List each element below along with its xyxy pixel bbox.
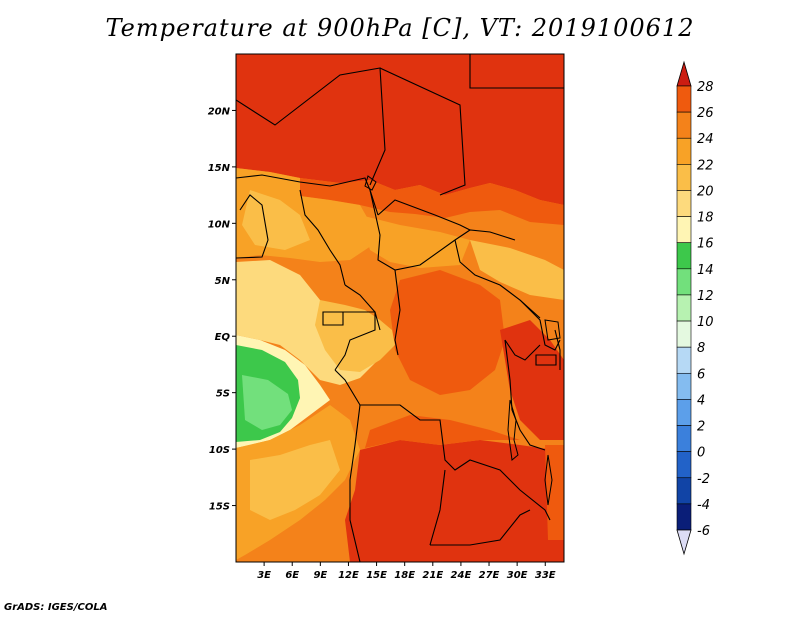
lon-tick-label: 9E <box>313 570 327 581</box>
colorbar-segment <box>676 294 692 322</box>
lat-tick-label: 10N <box>208 219 231 230</box>
colorbar-bottom-triangle <box>676 529 692 556</box>
colorbar-segment <box>676 451 692 479</box>
colorbar-label: 20 <box>697 184 714 199</box>
colorbar-segment <box>676 111 692 139</box>
colorbar-label: 0 <box>697 446 705 461</box>
lat-tick-label: 10S <box>209 445 230 456</box>
lat-tick-label: 20N <box>208 106 231 117</box>
country-borders <box>236 54 564 562</box>
colorbar-segment <box>676 190 692 217</box>
colorbar-top-triangle <box>676 60 692 87</box>
colorbar-segment <box>676 477 692 505</box>
colorbar-segment <box>676 268 692 296</box>
lon-tick-label: 6E <box>285 570 299 581</box>
lon-tick-label: 27E <box>479 570 500 581</box>
colorbar-segment <box>676 425 692 452</box>
colorbar-label: 8 <box>697 341 705 356</box>
lat-tick-label: 15N <box>208 163 231 174</box>
colorbar-segment <box>676 320 692 348</box>
lon-tick-label: 18E <box>394 570 415 581</box>
colorbar-label: 24 <box>697 132 714 147</box>
chart-title: Temperature at 900hPa [C], VT: 201910061… <box>105 14 695 42</box>
lon-tick-label: 24E <box>451 570 472 581</box>
colorbar-label: -4 <box>697 498 710 513</box>
map-frame <box>235 53 565 563</box>
colorbar-label: 14 <box>697 263 714 278</box>
lakes <box>364 175 561 506</box>
colorbar-label: 2 <box>697 420 705 435</box>
colorbar-label: 12 <box>697 289 714 304</box>
colorbar-segment <box>676 346 692 374</box>
lon-tick-label: 15E <box>366 570 387 581</box>
lon-tick-label: 21E <box>422 570 443 581</box>
colorbar-label: -2 <box>697 472 710 487</box>
colorbar-segment <box>676 85 692 113</box>
colorbar-segment <box>676 399 692 426</box>
lon-tick-label: 30E <box>507 570 528 581</box>
latitude-axis: 20N 15N 10N 5N EQ 5S 10S 15S <box>208 106 236 513</box>
colorbar-label: 22 <box>697 158 714 173</box>
lat-tick-label: EQ <box>215 332 231 343</box>
colorbar-label: 28 <box>697 80 714 95</box>
colorbar-label: 16 <box>697 237 714 252</box>
colorbar-label: 18 <box>697 211 714 226</box>
lon-tick-label: 12E <box>338 570 359 581</box>
colorbar-label: 4 <box>697 393 705 408</box>
colorbar-segment <box>676 164 692 191</box>
lon-tick-label: 33E <box>535 570 556 581</box>
colorbar-segment <box>676 242 692 270</box>
colorbar-label: 10 <box>697 315 714 330</box>
colorbar-label: -6 <box>697 524 710 539</box>
longitude-axis: 3E 6E 9E 12E 15E 18E 21E 24E 27E 30E 33E <box>257 562 556 581</box>
footer-credit: GrADS: IGES/COLA <box>4 602 108 613</box>
lat-tick-label: 5N <box>215 276 231 287</box>
colorbar-segment <box>676 503 692 531</box>
colorbar-segment <box>676 372 692 400</box>
lat-tick-label: 5S <box>216 389 230 400</box>
colorbar-label: 26 <box>697 106 714 121</box>
lat-tick-label: 15S <box>209 502 230 513</box>
colorbar-segment <box>676 137 692 165</box>
colorbar-segment <box>676 216 692 244</box>
lon-tick-label: 3E <box>257 570 271 581</box>
colorbar-label: 6 <box>697 367 705 382</box>
